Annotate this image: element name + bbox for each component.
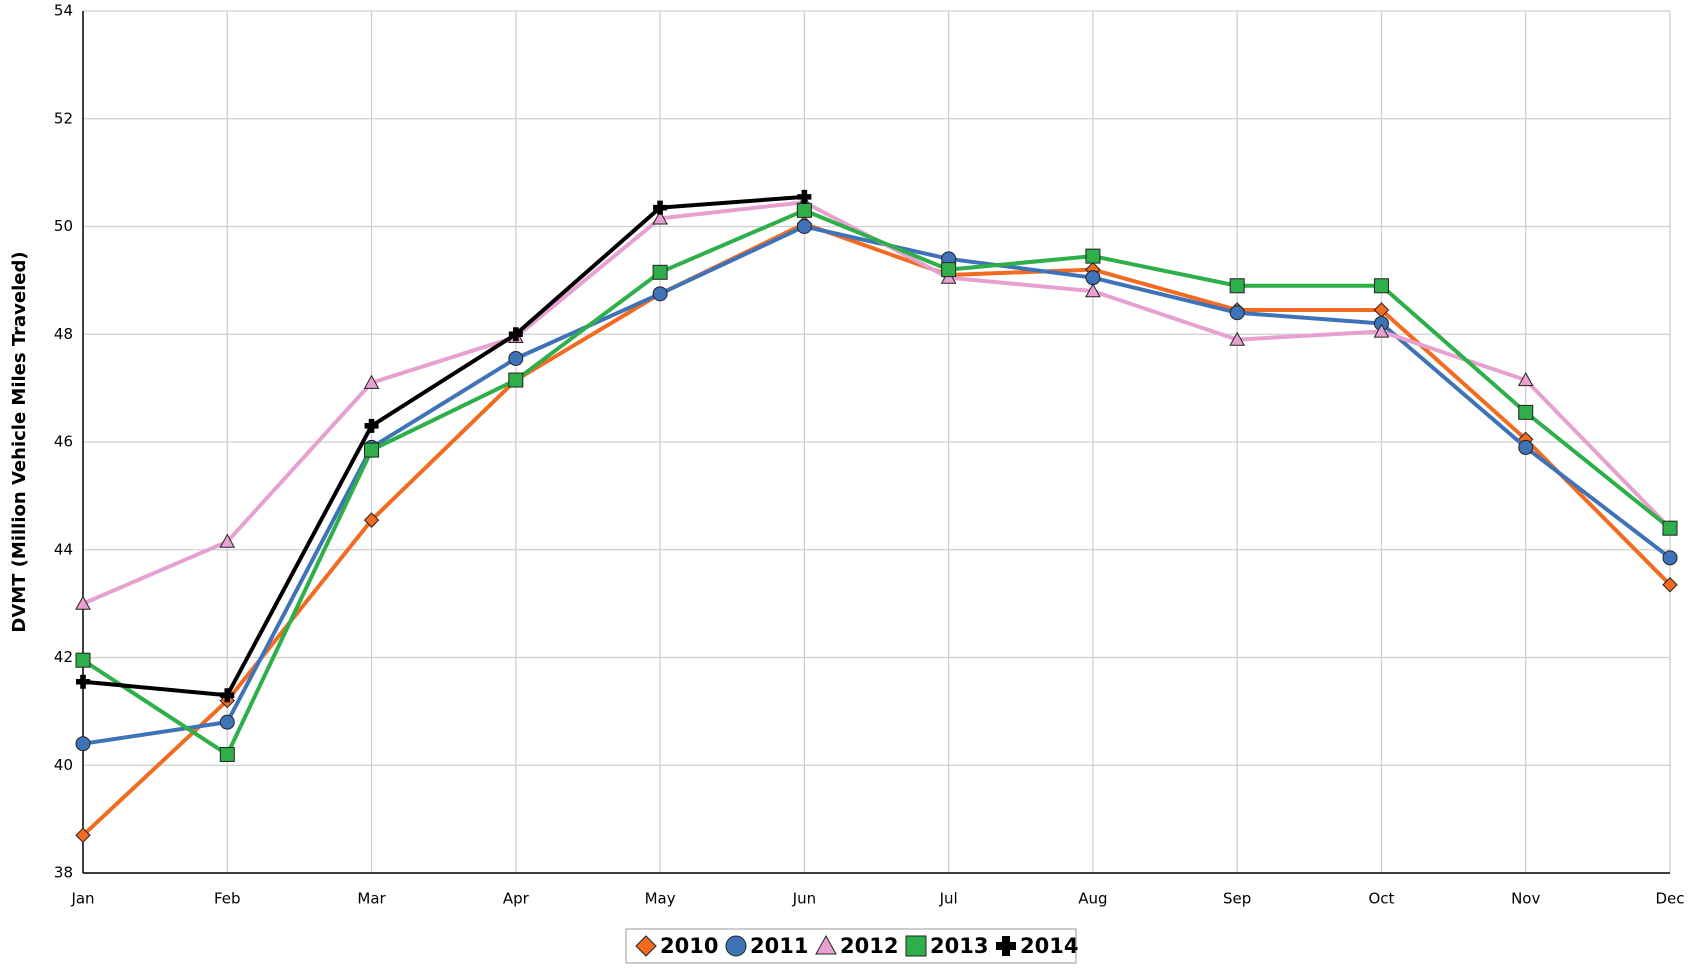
legend-marker [635, 935, 657, 957]
marker [652, 264, 668, 280]
x-tick-label: Aug [1078, 890, 1107, 908]
marker [1085, 270, 1101, 286]
series-line [81, 221, 1672, 837]
legend-label: 2014 [1020, 934, 1078, 958]
marker [797, 189, 812, 204]
y-tick-label: 42 [54, 648, 73, 666]
legend-label: 2012 [840, 934, 898, 958]
marker [1229, 305, 1245, 321]
marker [1229, 331, 1246, 346]
y-tick-label: 40 [54, 756, 73, 774]
marker [1518, 439, 1534, 455]
y-tick-label: 48 [54, 325, 73, 343]
x-tick-label: Mar [357, 890, 386, 908]
series-line [81, 208, 1672, 757]
x-tick-label: Nov [1511, 890, 1540, 908]
x-tick-label: Dec [1655, 890, 1684, 908]
marker [364, 418, 379, 433]
marker [796, 219, 812, 234]
y-tick-label: 52 [54, 109, 73, 127]
marker [1229, 278, 1245, 294]
marker [1373, 323, 1390, 338]
legend-marker [996, 936, 1016, 956]
marker [1662, 577, 1678, 593]
legend-marker [905, 935, 927, 957]
marker [75, 827, 91, 843]
legend-label: 2013 [930, 934, 988, 958]
marker [219, 533, 236, 548]
marker [219, 746, 235, 762]
marker [75, 736, 91, 752]
x-tick-label: May [645, 890, 676, 908]
marker [76, 674, 90, 689]
legend-label: 2010 [660, 934, 718, 958]
y-axis-label: DVMT (Million Vehicle Miles Traveled) [9, 251, 30, 632]
x-tick-label: Apr [503, 890, 530, 908]
y-tick-label: 50 [54, 217, 73, 235]
x-tick-label: Jul [939, 890, 958, 908]
marker [1662, 520, 1678, 536]
marker [363, 512, 380, 528]
marker [1373, 278, 1389, 294]
marker [796, 202, 812, 218]
series-line [82, 224, 1672, 746]
marker [220, 688, 235, 703]
series-line [82, 194, 805, 698]
marker [508, 327, 523, 342]
marker [1085, 248, 1101, 264]
y-tick-label: 44 [54, 540, 73, 558]
marker [1662, 550, 1678, 566]
marker [1517, 372, 1534, 387]
y-tick-label: 38 [54, 864, 73, 882]
marker [508, 372, 524, 388]
marker [941, 262, 957, 278]
x-tick-label: Oct [1368, 890, 1394, 908]
marker [508, 350, 524, 366]
marker [364, 442, 380, 458]
legend-marker [815, 934, 837, 955]
x-tick-label: Jun [792, 890, 816, 908]
marker [1085, 283, 1101, 298]
marker [75, 595, 91, 610]
x-tick-label: Jan [70, 890, 94, 908]
x-tick-label: Sep [1223, 890, 1251, 908]
marker [652, 286, 668, 302]
legend-marker [725, 935, 747, 957]
x-tick-label: Feb [214, 890, 241, 908]
marker [363, 374, 380, 389]
y-tick-label: 46 [54, 433, 73, 451]
marker [652, 210, 668, 225]
marker [75, 652, 91, 668]
marker [1518, 404, 1534, 420]
y-tick-label: 54 [54, 2, 73, 20]
marker [219, 714, 235, 730]
legend-label: 2011 [750, 934, 808, 958]
marker [653, 200, 668, 215]
